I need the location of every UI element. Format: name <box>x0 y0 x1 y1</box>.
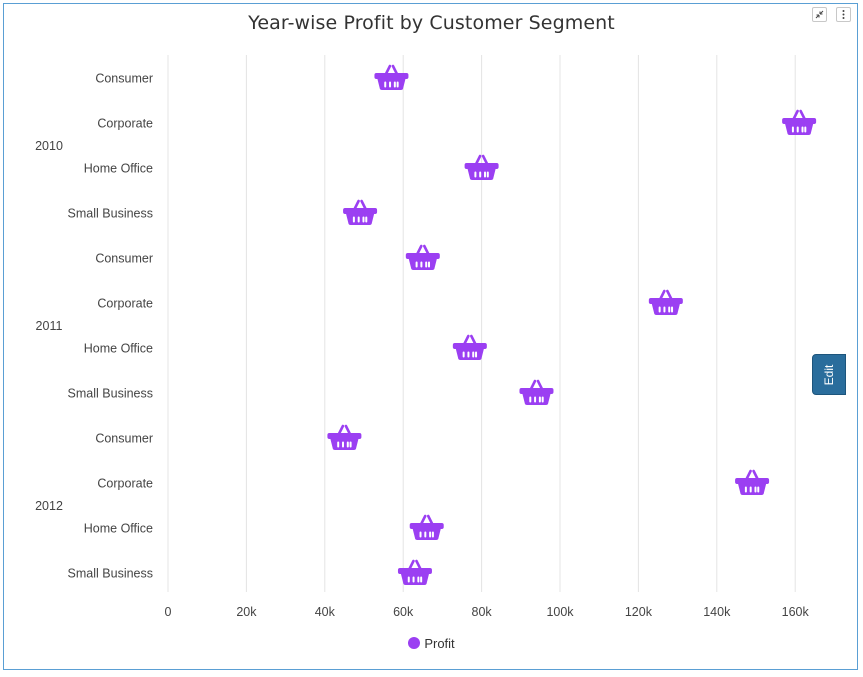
x-tick-label: 20k <box>236 605 257 619</box>
y-category-label: Corporate <box>97 117 153 131</box>
basket-icon[interactable] <box>464 154 499 180</box>
legend-label[interactable]: Profit <box>424 636 455 651</box>
x-tick-label: 60k <box>393 605 414 619</box>
y-category-label: Small Business <box>68 387 153 401</box>
x-tick-label: 160k <box>782 605 810 619</box>
y-group-label: 2011 <box>36 319 63 333</box>
y-category-label: Home Office <box>84 162 153 176</box>
basket-icon[interactable] <box>782 109 817 135</box>
y-category-label: Corporate <box>97 297 153 311</box>
chart-title: Year-wise Profit by Customer Segment <box>248 12 615 34</box>
y-category-label: Corporate <box>97 477 153 491</box>
basket-icon[interactable] <box>374 64 409 90</box>
y-group-label: 2012 <box>35 499 63 513</box>
x-tick-label: 80k <box>472 605 493 619</box>
x-tick-label: 0 <box>165 605 172 619</box>
y-category-label: Small Business <box>68 567 153 581</box>
y-category-label: Consumer <box>95 72 153 86</box>
x-tick-label: 120k <box>625 605 653 619</box>
collapse-icon[interactable] <box>812 7 827 22</box>
collapse-icon-glyph <box>815 10 824 19</box>
y-group-label: 2010 <box>35 139 63 153</box>
basket-icon[interactable] <box>397 559 432 585</box>
x-tick-label: 140k <box>703 605 731 619</box>
y-category-label: Consumer <box>95 252 153 266</box>
more-vertical-icon[interactable] <box>836 7 851 22</box>
x-tick-label: 40k <box>315 605 336 619</box>
y-category-label: Home Office <box>84 522 153 536</box>
chart-container <box>3 3 858 670</box>
basket-icon[interactable] <box>519 379 554 405</box>
chart-legend: Profit <box>0 636 863 651</box>
y-category-label: Home Office <box>84 342 153 356</box>
basket-icon[interactable] <box>452 334 487 360</box>
basket-icon[interactable] <box>405 244 440 270</box>
basket-icon[interactable] <box>409 514 444 540</box>
basket-icon[interactable] <box>343 199 378 225</box>
y-category-label: Small Business <box>68 207 153 221</box>
y-category-label: Consumer <box>95 432 153 446</box>
basket-icon[interactable] <box>327 424 362 450</box>
edit-button[interactable]: Edit <box>812 354 846 395</box>
x-tick-label: 100k <box>546 605 574 619</box>
more-vertical-glyph <box>842 10 845 19</box>
legend-marker <box>408 637 421 649</box>
basket-icon[interactable] <box>735 469 770 495</box>
basket-icon[interactable] <box>648 289 683 315</box>
